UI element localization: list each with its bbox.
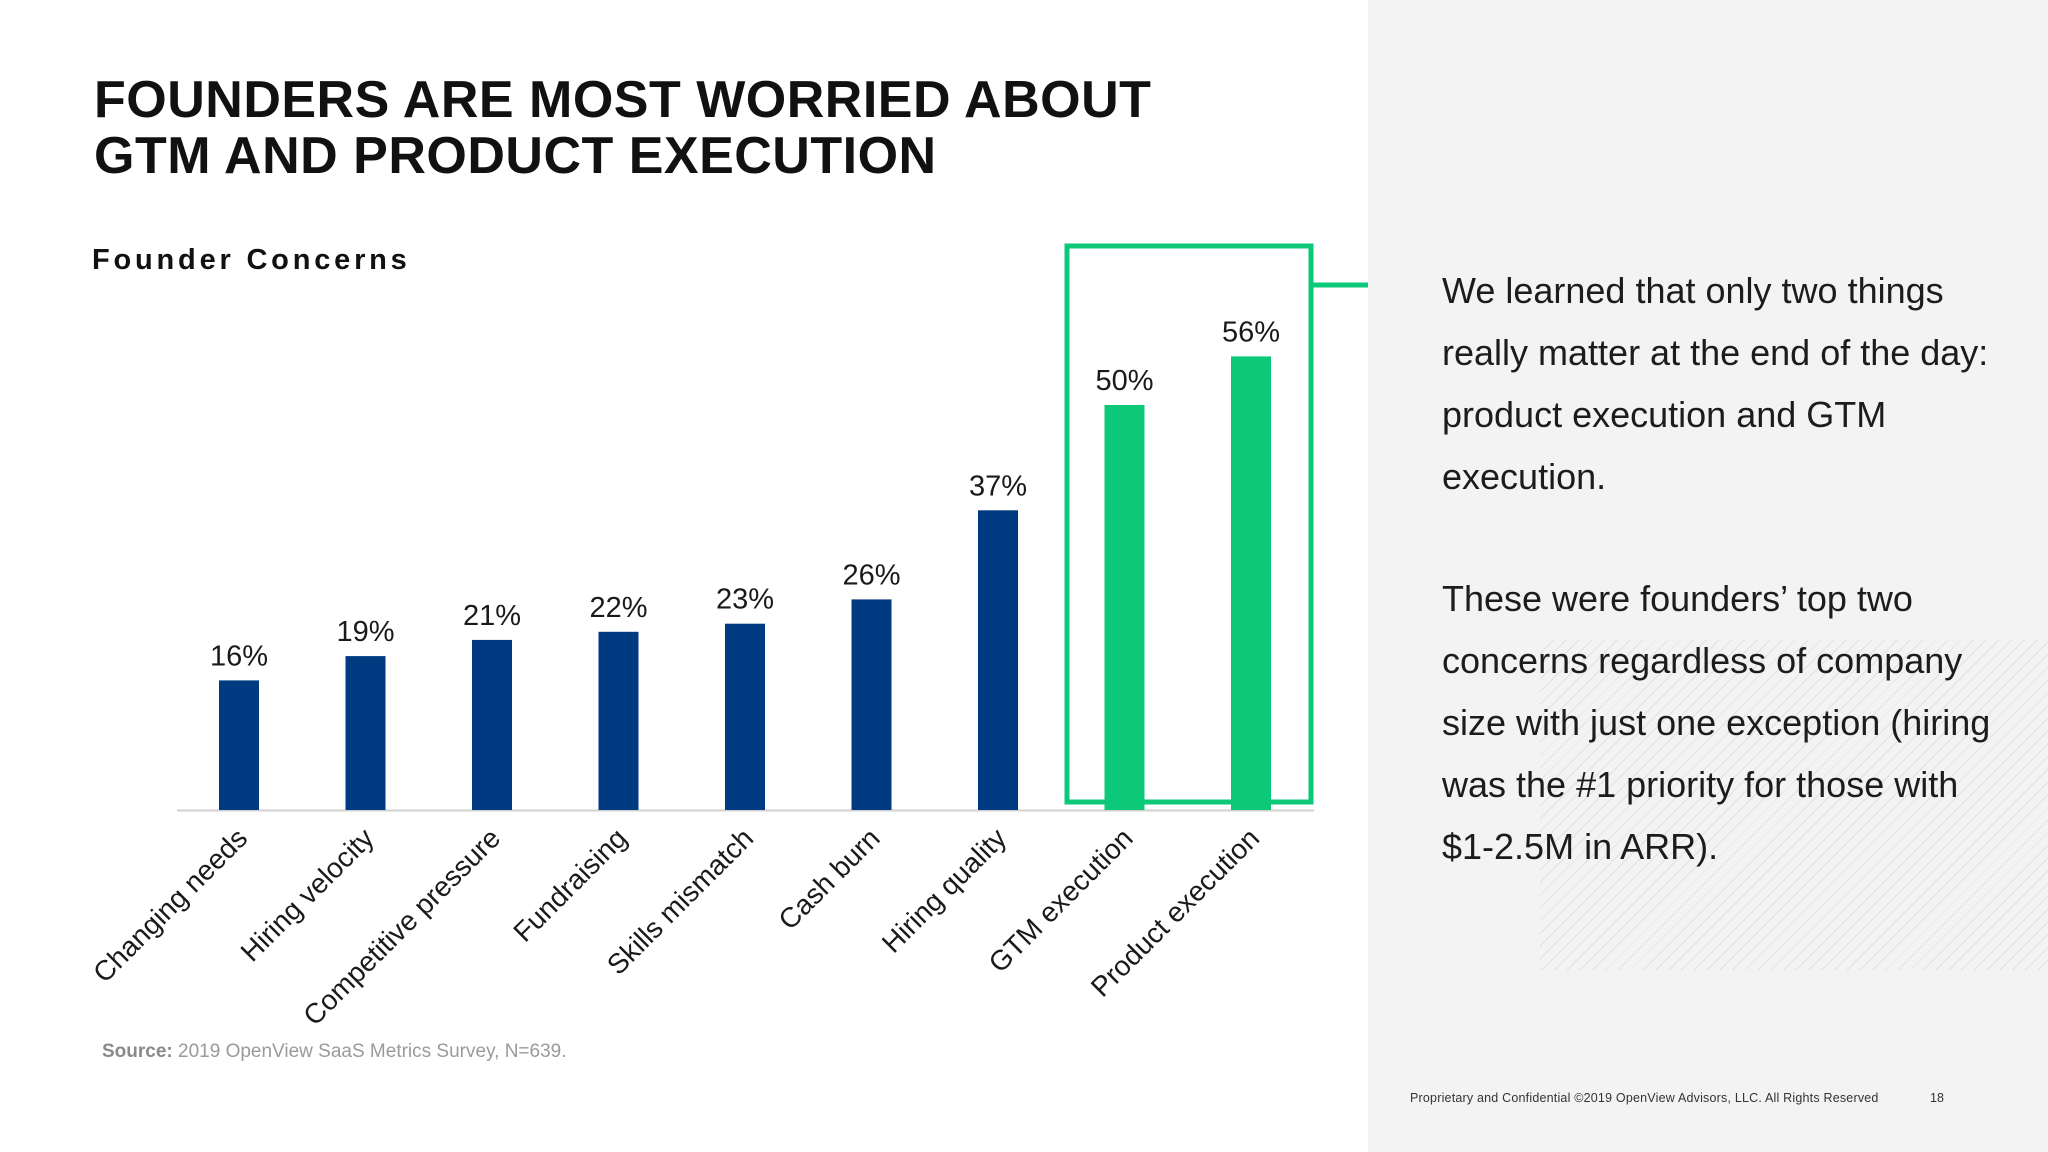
slide-title-line-1: FOUNDERS ARE MOST WORRIED ABOUT — [94, 71, 1152, 129]
bar-value-label: 37% — [969, 470, 1027, 502]
source-text: 2019 OpenView SaaS Metrics Survey, N=639… — [178, 1041, 567, 1062]
bar-cash-burn — [851, 599, 892, 810]
confidential-footer: Proprietary and Confidential ©2019 OpenV… — [1410, 1091, 1879, 1105]
highlight-box — [1064, 243, 1314, 805]
source-label: Source: — [102, 1041, 173, 1062]
bar-value-label: 56% — [1222, 316, 1280, 348]
category-tick-label: Hiring quality — [876, 822, 1012, 958]
slide-title-line-2: GTM AND PRODUCT EXECUTION — [94, 127, 937, 185]
body-paragraph-1: We learned that only two things really m… — [1442, 270, 1989, 497]
bar-value-label: 21% — [463, 600, 521, 632]
bar-value-label: 50% — [1095, 365, 1153, 397]
body-paragraph-2: These were founders’ top two concerns re… — [1442, 578, 1991, 867]
bar-fundraising — [598, 631, 639, 810]
chart-title: Founder Concerns — [92, 244, 411, 276]
bar-gtm-execution — [1104, 405, 1145, 810]
diagonal-hatch-pattern — [1540, 640, 2048, 970]
bar-value-label: 19% — [336, 616, 394, 648]
slide-title: FOUNDERS ARE MOST WORRIED ABOUT GTM AND … — [94, 72, 1151, 184]
bar-competitive-pressure — [472, 639, 512, 810]
category-tick-label: Hiring velocity — [235, 822, 380, 967]
source-note: Source: 2019 OpenView SaaS Metrics Surve… — [102, 1041, 567, 1063]
bar-product-execution — [1231, 356, 1271, 810]
bar-hiring-velocity — [345, 656, 386, 810]
bar-skills-mismatch — [725, 623, 765, 810]
bar-value-label: 22% — [589, 592, 647, 624]
category-tick-label: Cash burn — [772, 822, 885, 935]
page-number: 18 — [1930, 1091, 1944, 1105]
bar-value-label: 26% — [842, 559, 900, 591]
category-tick-label: Fundraising — [507, 822, 632, 947]
bar-changing-needs — [219, 680, 259, 810]
category-tick-label: Changing needs — [87, 822, 253, 988]
bar-hiring-quality — [978, 510, 1018, 810]
bar-value-label: 16% — [210, 640, 268, 672]
bar-value-label: 23% — [716, 584, 774, 616]
